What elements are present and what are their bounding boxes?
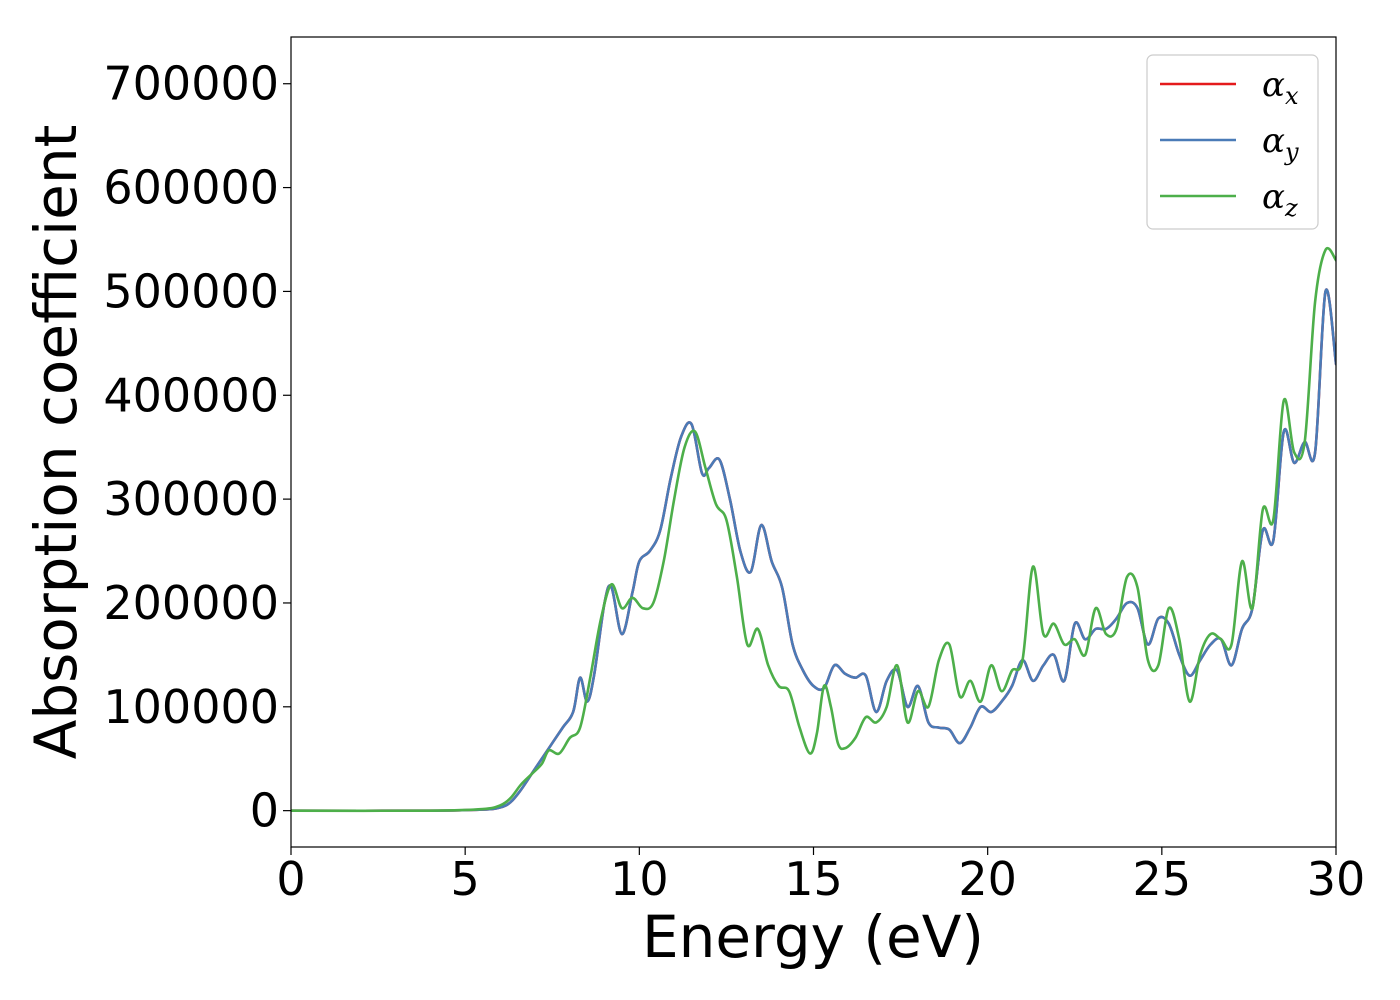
y-tick-label: 700000 xyxy=(103,57,279,111)
series-layer xyxy=(291,246,1336,813)
y-tick-label: 500000 xyxy=(103,264,279,318)
y-tick-label: 600000 xyxy=(103,161,279,215)
y-axis-label: Absorption coefficient xyxy=(22,125,90,760)
x-tick-label: 0 xyxy=(276,852,305,906)
x-tick-label: 10 xyxy=(610,852,669,906)
x-tick-label: 25 xyxy=(1133,852,1192,906)
x-tick-label: 30 xyxy=(1307,852,1366,906)
plot-area xyxy=(291,246,1336,813)
y-tick-label: 0 xyxy=(250,784,279,838)
x-tick-label: 15 xyxy=(784,852,843,906)
y-tick-label: 200000 xyxy=(103,576,279,630)
y-tick-label: 100000 xyxy=(103,680,279,734)
y-tick-label: 300000 xyxy=(103,472,279,526)
x-tick-label: 20 xyxy=(958,852,1017,906)
x-tick-label: 5 xyxy=(451,852,480,906)
x-axis-ticks: 0 5 10 15 20 25 30 xyxy=(276,847,1365,906)
legend-box xyxy=(1146,54,1319,230)
y-tick-label: 400000 xyxy=(103,368,279,422)
series-line-z xyxy=(291,246,1336,813)
y-axis-ticks: 0 100000 200000 300000 400000 500000 600000 700… xyxy=(103,57,291,838)
x-axis-label: Energy (eV) xyxy=(642,903,984,971)
